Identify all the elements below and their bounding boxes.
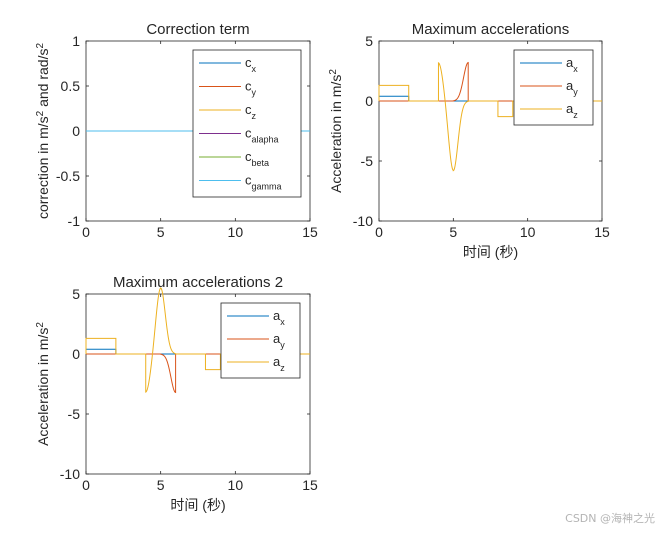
legend: ax ay az xyxy=(513,49,594,126)
y-tick-label: -5 xyxy=(361,153,374,169)
y-tick-label: 0 xyxy=(365,93,373,109)
x-tick-label: 15 xyxy=(594,224,610,240)
y-tick-label: -5 xyxy=(68,406,81,422)
legend-label-z: az xyxy=(566,101,578,120)
legend: ax ay az xyxy=(220,302,301,379)
legend-box xyxy=(192,49,302,198)
y-tick-label: -10 xyxy=(353,213,373,229)
y-tick-label: -10 xyxy=(60,466,80,482)
legend-label-y: cy xyxy=(245,79,257,98)
chart-3: 0 5 10 15 -10 -5 0 5 Maximum accelerations 2 时间 (… xyxy=(35,274,318,513)
x-tick-label: 10 xyxy=(228,477,244,493)
legend-label-y: ay xyxy=(273,331,285,350)
x-tick-label: 5 xyxy=(157,224,165,240)
legend-label-alapha: calapha xyxy=(245,126,279,145)
chart-title: Correction term xyxy=(146,21,249,38)
x-tick-label: 0 xyxy=(375,224,383,240)
x-axis-label: 时间 (秒) xyxy=(170,497,225,513)
legend: cx cy cz calapha cbeta cgamma xyxy=(192,49,302,198)
legend-label-x: ax xyxy=(273,308,285,327)
x-tick-label: 10 xyxy=(520,224,536,240)
legend-label-x: cx xyxy=(245,55,257,74)
y-tick-label: 5 xyxy=(72,286,80,302)
legend-label-z: az xyxy=(273,354,285,373)
chart-title: Maximum accelerations xyxy=(412,21,570,38)
y-tick-label: 0 xyxy=(72,123,80,139)
y-tick-label: -0.5 xyxy=(56,168,80,184)
chart-2: 0 5 10 15 -10 -5 0 5 Maximum accelerations 时间 (秒)… xyxy=(328,21,610,260)
y-axis-label: correction in m/s2 and rad/s2 xyxy=(35,43,52,220)
x-tick-label: 0 xyxy=(82,224,90,240)
legend-label-x: ax xyxy=(566,55,578,74)
x-tick-label: 0 xyxy=(82,477,90,493)
legend-label-y: ay xyxy=(566,78,578,97)
y-tick-label: 5 xyxy=(365,33,373,49)
legend-label-gamma: cgamma xyxy=(245,173,282,192)
chart-title: Maximum accelerations 2 xyxy=(113,274,283,291)
x-tick-label: 5 xyxy=(157,477,165,493)
y-axis-label: Acceleration in m/s2 xyxy=(328,69,345,193)
y-tick-label: 1 xyxy=(72,33,80,49)
legend-label-z: cz xyxy=(245,102,257,121)
x-tick-label: 15 xyxy=(302,224,318,240)
x-tick-label: 10 xyxy=(228,224,244,240)
y-tick-label: -1 xyxy=(68,213,81,229)
watermark: CSDN @海神之光 xyxy=(565,512,655,525)
legend-box xyxy=(513,49,594,126)
x-tick-label: 5 xyxy=(449,224,457,240)
x-tick-label: 15 xyxy=(302,477,318,493)
y-tick-label: 0.5 xyxy=(61,78,81,94)
y-axis-label: Acceleration in m/s2 xyxy=(35,322,52,446)
y-tick-label: 0 xyxy=(72,346,80,362)
legend-label-beta: cbeta xyxy=(245,149,269,168)
legend-box xyxy=(220,302,301,379)
x-axis-label: 时间 (秒) xyxy=(463,244,518,260)
chart-1: 0 5 10 15 -1 -0.5 0 0.5 1 Correction term correcti… xyxy=(35,21,318,240)
